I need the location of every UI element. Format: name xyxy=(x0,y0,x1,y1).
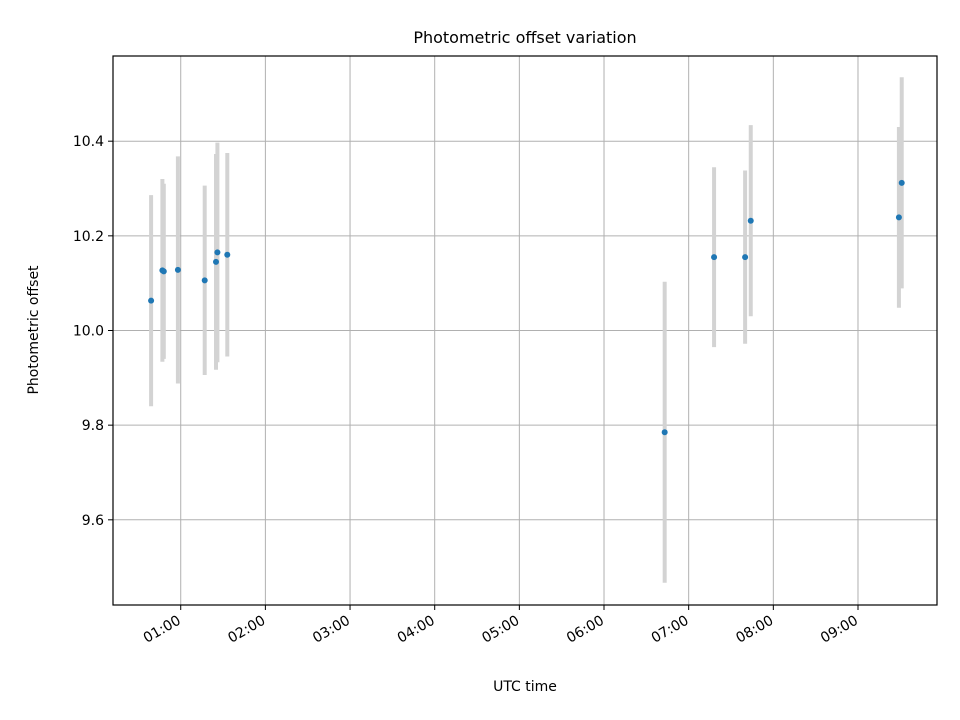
data-point-13 xyxy=(898,179,905,186)
chart-title: Photometric offset variation xyxy=(413,28,636,47)
data-point-8 xyxy=(661,429,668,436)
data-point-2 xyxy=(160,268,167,275)
data-points xyxy=(148,179,905,436)
data-point-0 xyxy=(148,297,155,304)
data-point-7 xyxy=(224,251,231,258)
data-point-9 xyxy=(711,254,718,261)
data-point-3 xyxy=(174,266,181,273)
data-point-10 xyxy=(742,254,749,261)
data-point-4 xyxy=(201,277,208,284)
x-axis-label: UTC time xyxy=(493,679,557,695)
data-point-12 xyxy=(895,214,902,221)
grid-lines xyxy=(113,56,937,605)
y-tick-label: 9.6 xyxy=(82,513,104,529)
y-axis-label: Photometric offset xyxy=(26,265,42,395)
data-point-5 xyxy=(213,258,219,265)
y-tick-label: 10.4 xyxy=(73,134,104,150)
y-tick-label: 9.8 xyxy=(82,418,104,434)
data-point-6 xyxy=(214,249,221,256)
data-point-11 xyxy=(747,217,754,224)
y-tick-label: 10.0 xyxy=(73,324,104,340)
y-tick-label: 10.2 xyxy=(73,229,104,245)
